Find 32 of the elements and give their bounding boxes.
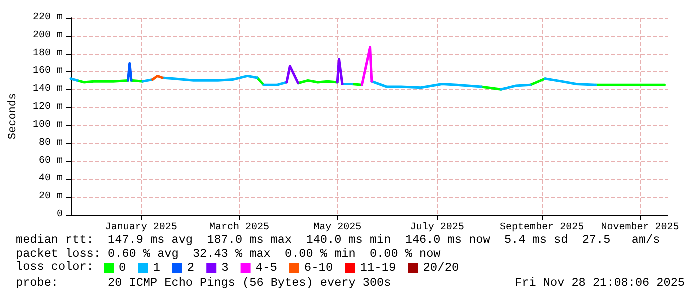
- y-tick-label: 0: [56, 210, 63, 220]
- y-tick-label: 40 m: [38, 174, 63, 185]
- text: median rtt: 147.9 ms avg 187.0 ms max 140.0 ms min 146.0 ms now 5.4 ms sd 27.5 am/s: [16, 233, 660, 247]
- text: packet loss: 0.60 % avg 32.43 % max 0.00 % min 0.00 % now: [16, 247, 441, 261]
- x-tick-label: March 2025: [209, 222, 270, 234]
- legend-label: 3: [222, 261, 229, 275]
- x-tick-label: September 2025: [500, 222, 584, 234]
- legend-label: 0: [119, 261, 126, 275]
- y-tick-label: 120 m: [32, 102, 63, 114]
- y-axis-title: Seconds: [8, 93, 20, 140]
- legend-label: 4-5: [256, 261, 278, 275]
- y-tick-label: 220 m: [32, 12, 63, 24]
- legend-label: 6-10: [304, 261, 334, 275]
- legend-label: 2: [187, 261, 195, 275]
- x-tick-label: May 2025: [314, 222, 362, 234]
- y-tick-label: 100 m: [32, 120, 63, 131]
- y-tick-label: 160 m: [32, 66, 63, 78]
- text: Fri Nov 28 21:08:06 2025: [515, 276, 686, 290]
- legend-title: loss color:: [16, 260, 94, 274]
- x-tick-label: July 2025: [410, 222, 464, 234]
- x-tick-label: January 2025: [105, 222, 178, 234]
- legend-label: 1: [153, 261, 160, 275]
- text: probe: 20 ICMP Echo Pings (56 Bytes) every 300s: [16, 276, 392, 290]
- legend-label: 20/20: [423, 261, 460, 275]
- x-tick-label: November 2025: [601, 222, 680, 234]
- y-tick-label: 20 m: [38, 192, 63, 203]
- y-tick-label: 180 m: [32, 48, 63, 60]
- y-tick-label: 140 m: [32, 84, 63, 96]
- y-tick-label: 60 m: [38, 156, 63, 167]
- legend-label: 11-19: [360, 261, 396, 275]
- y-tick-label: 200 m: [32, 30, 63, 42]
- y-tick-label: 80 m: [38, 138, 63, 149]
